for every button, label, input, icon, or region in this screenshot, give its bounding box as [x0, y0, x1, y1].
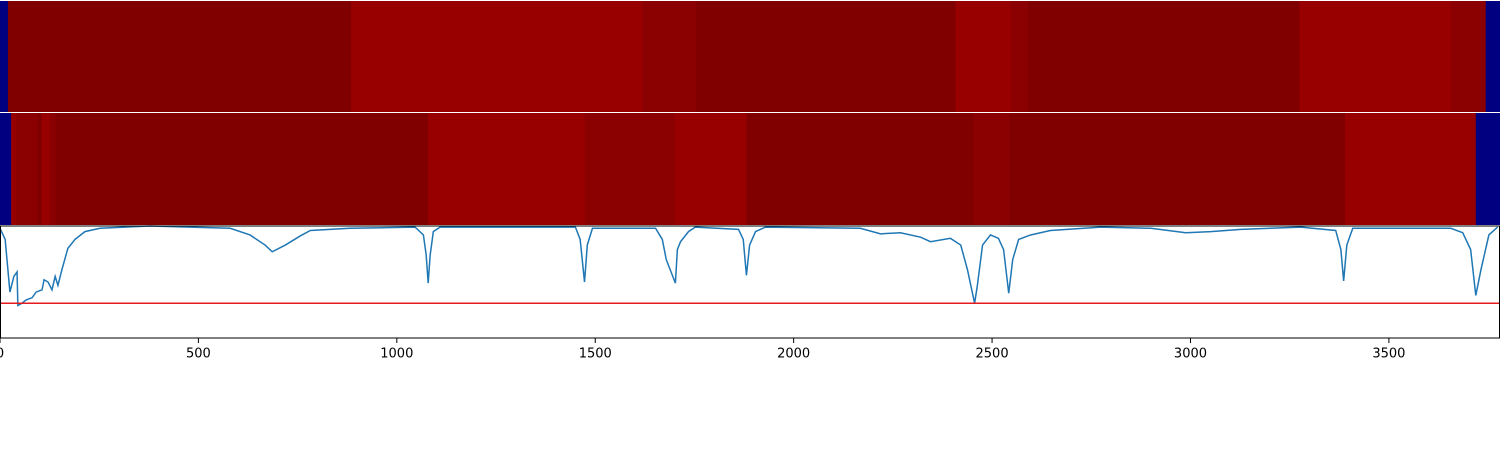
heatmap-cell — [1344, 113, 1477, 225]
heatmap-cell — [1299, 1, 1452, 112]
x-tick-label: 3000 — [1174, 347, 1207, 362]
heatmap-cell — [37, 113, 43, 225]
heatmap-cell — [55, 113, 429, 225]
x-tick-label: 2000 — [777, 347, 810, 362]
heatmap-cell — [584, 113, 676, 225]
heatmap-cell — [1475, 113, 1500, 225]
heatmap-cell — [7, 1, 352, 112]
data-line — [0, 225, 1499, 307]
heatmap-cell — [674, 113, 747, 225]
heatmap-cell — [428, 113, 586, 225]
heatmap-cell — [642, 1, 697, 112]
heatmap-cell — [15, 113, 39, 225]
x-tick-label: 3500 — [1372, 347, 1405, 362]
heatmap-cell — [1450, 1, 1487, 112]
heatmap-cell — [11, 113, 17, 225]
heatmap-cell — [41, 113, 51, 225]
heatmap-cell — [955, 1, 1012, 112]
heatmap-cell — [351, 1, 643, 112]
heatmap-cell — [0, 1, 9, 112]
heatmap-cell — [1485, 1, 1500, 112]
heatmap-cell — [746, 113, 974, 225]
heatmap-cell — [49, 113, 57, 225]
heatmap-cell — [1010, 1, 1029, 112]
x-tick-label: 2500 — [976, 347, 1009, 362]
x-tick-label: 0 — [0, 347, 4, 362]
heatmap-cell — [1027, 1, 1301, 112]
x-tick-label: 500 — [186, 347, 211, 362]
heatmap-cell — [696, 1, 957, 112]
heatmap-cell — [0, 113, 12, 225]
x-tick-label: 1500 — [579, 347, 612, 362]
x-tick-label: 1000 — [380, 347, 413, 362]
heatmap-cell — [973, 113, 1011, 225]
heatmap-cell — [1009, 113, 1346, 225]
